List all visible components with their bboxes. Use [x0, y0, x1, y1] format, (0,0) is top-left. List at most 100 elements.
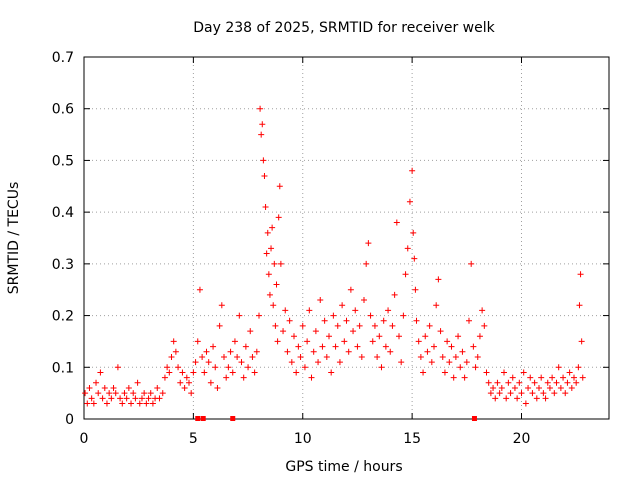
data-point — [93, 379, 100, 386]
data-point — [132, 395, 139, 402]
data-point — [201, 369, 208, 376]
data-point — [409, 167, 416, 174]
data-point — [546, 384, 553, 391]
data-point — [181, 384, 188, 391]
data-point — [468, 260, 475, 267]
data-point — [274, 338, 281, 345]
data-point — [439, 353, 446, 360]
data-point — [527, 374, 534, 381]
data-point — [540, 390, 547, 397]
data-point — [95, 390, 102, 397]
data-point — [398, 359, 405, 366]
data-point — [186, 379, 192, 386]
data-point — [203, 348, 210, 355]
data-point — [435, 276, 442, 283]
data-point — [315, 359, 322, 366]
data-point — [492, 395, 499, 402]
data-point — [441, 369, 448, 376]
data-point — [483, 369, 490, 376]
data-point — [472, 364, 479, 371]
data-point — [260, 157, 267, 164]
data-point — [412, 286, 419, 293]
data-point — [128, 400, 135, 407]
data-point — [520, 369, 527, 376]
data-point — [336, 359, 343, 366]
data-point — [188, 390, 195, 397]
data-point — [108, 395, 115, 402]
data-point — [277, 260, 284, 267]
data-point — [459, 348, 466, 355]
x-tick-label: 10 — [294, 431, 312, 447]
data-point — [402, 271, 409, 278]
data-point — [293, 369, 300, 376]
data-point — [145, 395, 152, 402]
data-point — [214, 384, 221, 391]
data-point — [280, 328, 287, 335]
data-point — [312, 328, 319, 335]
data-point — [568, 384, 575, 391]
data-point — [531, 379, 538, 386]
data-point — [242, 343, 249, 350]
data-point — [156, 395, 163, 402]
x-tick-label: 15 — [403, 431, 421, 447]
data-point — [130, 390, 137, 397]
chart-title: Day 238 of 2025, SRMTID for receiver wel… — [193, 20, 495, 36]
data-point — [457, 364, 464, 371]
data-point — [86, 384, 93, 391]
data-point — [361, 297, 367, 304]
data-point — [551, 390, 558, 397]
data-point — [352, 307, 359, 314]
data-point — [199, 353, 206, 360]
data-point — [455, 333, 462, 340]
data-point — [538, 374, 545, 381]
data-point — [273, 281, 280, 288]
data-point — [238, 359, 245, 366]
grid-layer — [84, 57, 609, 419]
data-point — [275, 214, 282, 221]
data-point — [367, 312, 374, 319]
data-point — [119, 400, 126, 407]
data-point — [234, 353, 241, 360]
data-point — [90, 400, 97, 407]
data-point — [256, 312, 262, 319]
data-point — [339, 302, 346, 309]
data-point — [406, 198, 413, 205]
data-point — [470, 343, 477, 350]
data-point — [560, 374, 567, 381]
data-point — [136, 400, 143, 407]
data-point — [177, 379, 184, 386]
data-point — [147, 390, 154, 397]
data-point — [413, 317, 420, 324]
data-point — [376, 333, 383, 340]
data-point — [433, 302, 440, 309]
data-point — [350, 328, 357, 335]
data-point — [529, 390, 536, 397]
data-point — [387, 348, 394, 355]
data-point — [389, 322, 396, 329]
data-point — [125, 384, 132, 391]
data-point — [88, 395, 95, 402]
data-point — [452, 353, 459, 360]
data-point — [175, 364, 182, 371]
data-point — [170, 338, 177, 345]
data-point — [141, 390, 148, 397]
data-point — [183, 374, 190, 381]
y-tick-label: 0.5 — [52, 153, 74, 169]
data-point — [299, 322, 306, 329]
data-point — [196, 286, 203, 293]
data-point — [343, 317, 350, 324]
data-point — [557, 384, 564, 391]
data-point — [114, 364, 121, 371]
data-point — [257, 105, 264, 112]
data-point — [218, 302, 225, 309]
data-point — [210, 343, 217, 350]
data-point — [123, 395, 130, 402]
data-point — [444, 338, 451, 345]
data-point — [542, 395, 549, 402]
data-point — [326, 333, 332, 340]
data-point — [391, 291, 398, 298]
data-point — [121, 390, 128, 397]
data-point — [310, 348, 317, 355]
data-point — [179, 369, 186, 376]
